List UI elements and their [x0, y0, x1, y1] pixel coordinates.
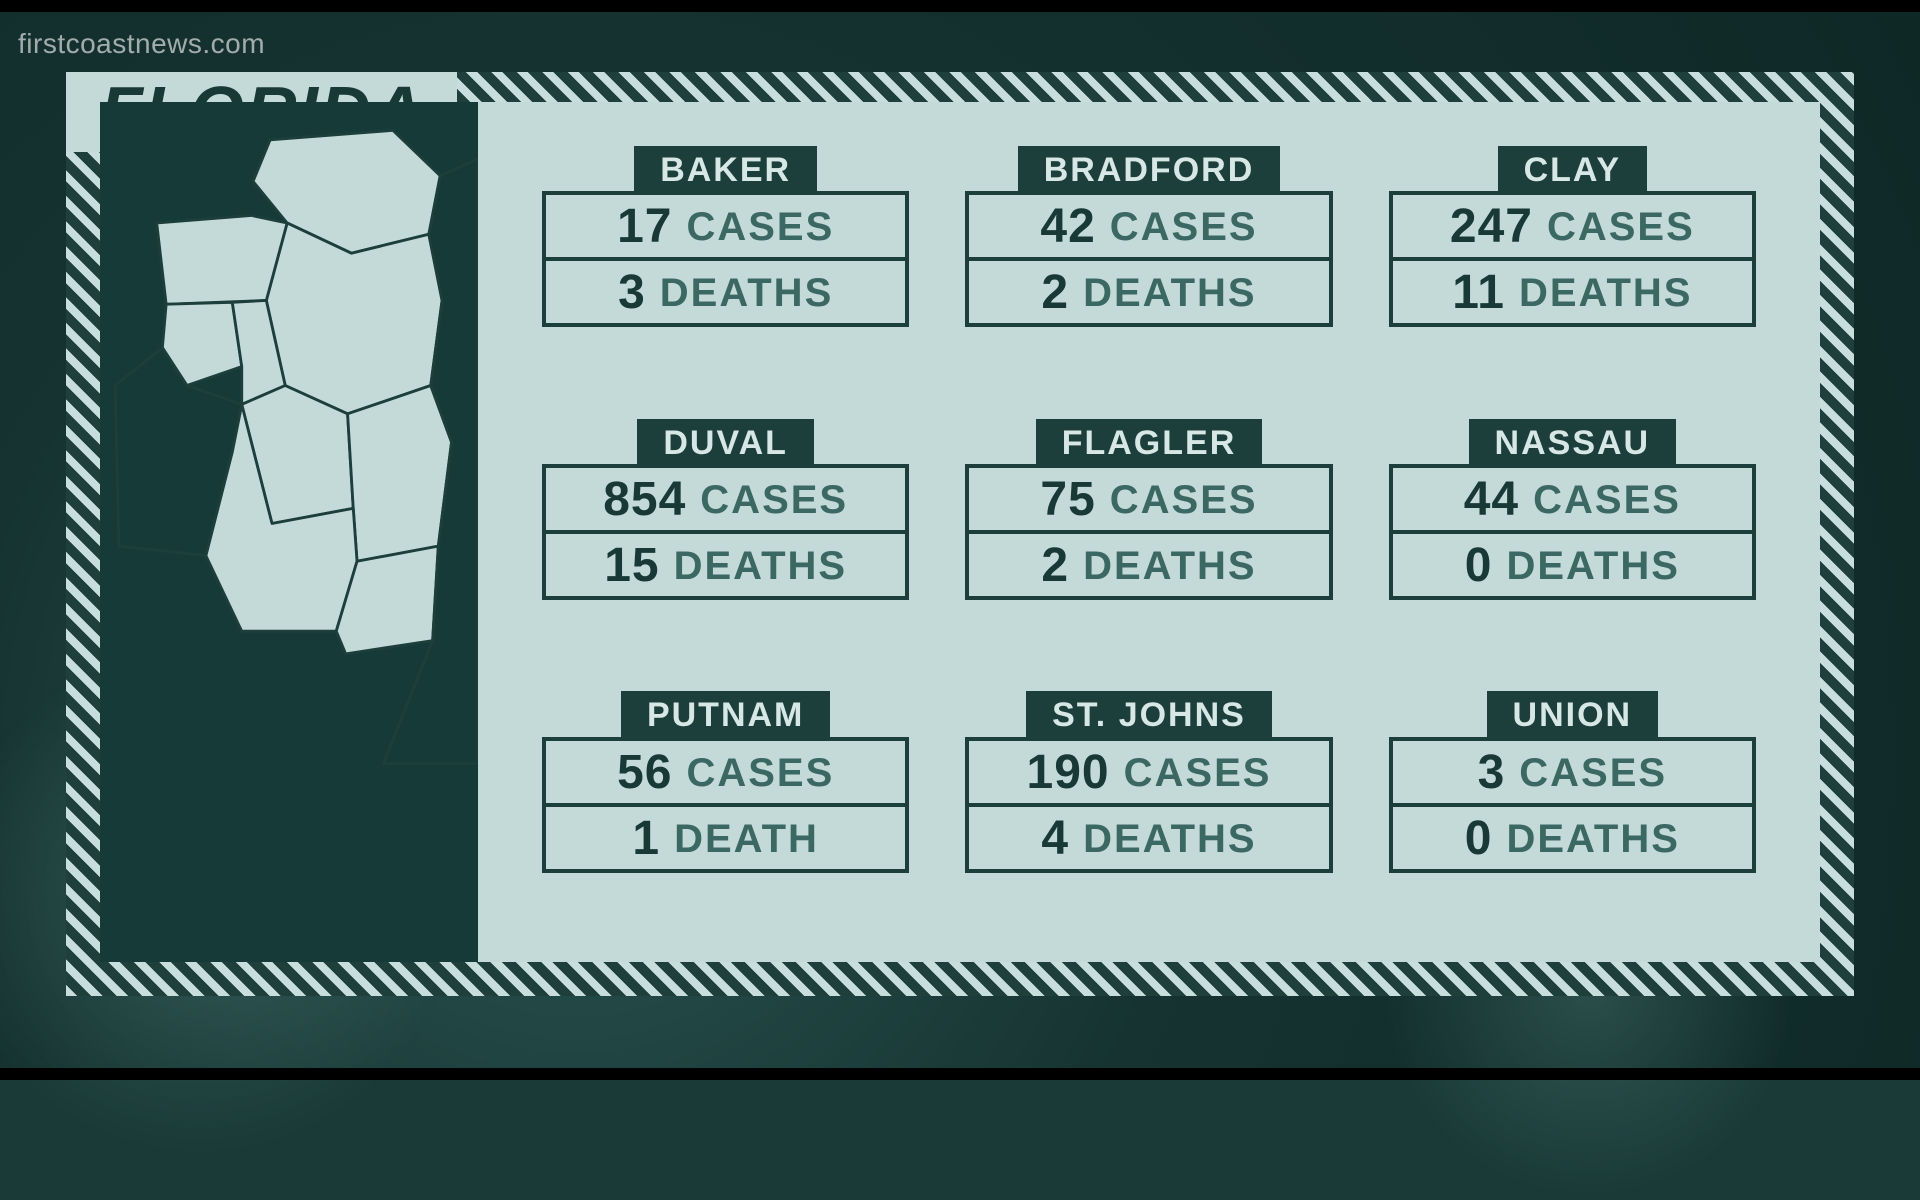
- letterbox-bottom: [0, 1068, 1920, 1080]
- cases-row: 75 CASES: [969, 468, 1328, 530]
- county-map: [100, 102, 478, 962]
- deaths-label: DEATHS: [660, 273, 833, 313]
- deaths-number: 0: [1465, 542, 1493, 590]
- cases-label: CASES: [700, 480, 848, 520]
- county-card-body: 854 CASES 15 DEATHS: [542, 464, 909, 600]
- county-card-body: 44 CASES 0 DEATHS: [1389, 464, 1756, 600]
- county-card-body: 56 CASES 1 DEATH: [542, 737, 909, 873]
- main-panel: FLORIDA BAKER17CASES3DEATHSBRADFORD42CAS…: [100, 102, 1820, 962]
- deaths-row: 11 DEATHS: [1393, 257, 1752, 323]
- cases-number: 42: [1040, 203, 1095, 251]
- county-map-svg: [100, 102, 478, 820]
- county-card: BAKER 17 CASES 3 DEATHS: [542, 146, 909, 373]
- county-card-body: 190 CASES 4 DEATHS: [965, 737, 1332, 873]
- cases-label: CASES: [1110, 480, 1258, 520]
- cases-row: 854 CASES: [546, 468, 905, 530]
- deaths-row: 0 DEATHS: [1393, 803, 1752, 869]
- map-county-stjohns: [348, 385, 452, 561]
- deaths-label: DEATHS: [1519, 273, 1692, 313]
- cases-number: 56: [617, 749, 672, 797]
- cases-row: 247 CASES: [1393, 195, 1752, 257]
- cases-row: 44 CASES: [1393, 468, 1752, 530]
- county-card-body: 247 CASES 11 DEATHS: [1389, 191, 1756, 327]
- cases-row: 190 CASES: [969, 741, 1328, 803]
- cases-label: CASES: [1519, 753, 1667, 793]
- deaths-label: DEATHS: [674, 546, 847, 586]
- cases-number: 247: [1450, 203, 1533, 251]
- cases-number: 854: [603, 476, 686, 524]
- cases-row: 42 CASES: [969, 195, 1328, 257]
- county-card: BRADFORD 42 CASES 2 DEATHS: [965, 146, 1332, 373]
- county-name: CLAY: [1498, 146, 1647, 195]
- county-card: DUVAL 854 CASES 15 DEATHS: [542, 419, 909, 646]
- deaths-number: 2: [1041, 542, 1069, 590]
- county-card: FLAGLER 75 CASES 2 DEATHS: [965, 419, 1332, 646]
- county-card: PUTNAM 56 CASES 1 DEATH: [542, 691, 909, 918]
- deaths-number: 4: [1041, 815, 1069, 863]
- cases-row: 17 CASES: [546, 195, 905, 257]
- deaths-label: DEATHS: [1506, 819, 1679, 859]
- county-name: PUTNAM: [621, 691, 830, 740]
- county-card: ST. JOHNS 190 CASES 4 DEATHS: [965, 691, 1332, 918]
- county-card-body: 75 CASES 2 DEATHS: [965, 464, 1332, 600]
- cases-row: 56 CASES: [546, 741, 905, 803]
- deaths-label: DEATHS: [1506, 546, 1679, 586]
- deaths-label: DEATHS: [1083, 819, 1256, 859]
- map-county-baker: [157, 215, 287, 304]
- cases-label: CASES: [1110, 207, 1258, 247]
- deaths-label: DEATH: [674, 819, 819, 859]
- deaths-row: 0 DEATHS: [1393, 530, 1752, 596]
- county-name: BAKER: [634, 146, 817, 195]
- cases-label: CASES: [686, 753, 834, 793]
- county-card: CLAY 247 CASES 11 DEATHS: [1389, 146, 1756, 373]
- county-card-body: 17 CASES 3 DEATHS: [542, 191, 909, 327]
- county-name: UNION: [1487, 691, 1659, 740]
- deaths-number: 2: [1041, 269, 1069, 317]
- deaths-row: 15 DEATHS: [546, 530, 905, 596]
- deaths-number: 0: [1465, 815, 1493, 863]
- map-county-duval: [266, 223, 442, 414]
- source-watermark: firstcoastnews.com: [18, 28, 265, 60]
- cases-label: CASES: [686, 207, 834, 247]
- deaths-row: 4 DEATHS: [969, 803, 1328, 869]
- cases-number: 17: [617, 203, 672, 251]
- deaths-number: 1: [632, 815, 660, 863]
- deaths-number: 15: [604, 542, 659, 590]
- cases-label: CASES: [1533, 480, 1681, 520]
- hatched-frame: FLORIDA BAKER17CASES3DEATHSBRADFORD42CAS…: [66, 72, 1854, 996]
- county-card: UNION 3 CASES 0 DEATHS: [1389, 691, 1756, 918]
- cases-row: 3 CASES: [1393, 741, 1752, 803]
- cases-number: 44: [1464, 476, 1519, 524]
- cases-number: 190: [1027, 749, 1110, 797]
- county-name: DUVAL: [637, 419, 814, 468]
- deaths-row: 2 DEATHS: [969, 530, 1328, 596]
- deaths-number: 3: [618, 269, 646, 317]
- county-name: FLAGLER: [1036, 419, 1263, 468]
- cases-number: 75: [1040, 476, 1095, 524]
- cases-label: CASES: [1124, 753, 1272, 793]
- cases-number: 3: [1478, 749, 1506, 797]
- county-card-body: 3 CASES 0 DEATHS: [1389, 737, 1756, 873]
- cases-label: CASES: [1547, 207, 1695, 247]
- deaths-number: 11: [1452, 269, 1505, 317]
- deaths-row: 3 DEATHS: [546, 257, 905, 323]
- county-card: NASSAU 44 CASES 0 DEATHS: [1389, 419, 1756, 646]
- county-name: NASSAU: [1469, 419, 1677, 468]
- letterbox-top: [0, 0, 1920, 12]
- deaths-row: 2 DEATHS: [969, 257, 1328, 323]
- deaths-row: 1 DEATH: [546, 803, 905, 869]
- deaths-label: DEATHS: [1083, 546, 1256, 586]
- deaths-label: DEATHS: [1083, 273, 1256, 313]
- county-card-body: 42 CASES 2 DEATHS: [965, 191, 1332, 327]
- county-name: BRADFORD: [1018, 146, 1281, 195]
- county-grid: BAKER17CASES3DEATHSBRADFORD42CASES2DEATH…: [478, 102, 1820, 962]
- county-name: ST. JOHNS: [1026, 691, 1272, 740]
